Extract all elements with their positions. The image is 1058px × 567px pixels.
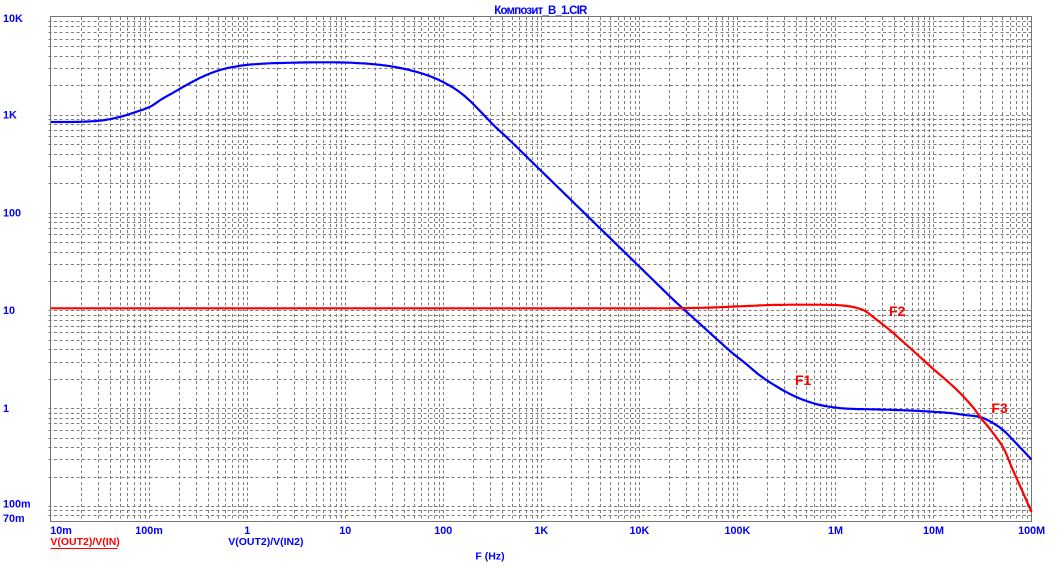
svg-text:100: 100 — [3, 207, 21, 219]
svg-text:Композит_В_1.CIR: Композит_В_1.CIR — [494, 5, 588, 17]
svg-text:10M: 10M — [923, 525, 944, 537]
svg-text:1: 1 — [3, 403, 9, 415]
svg-text:10K: 10K — [629, 525, 649, 537]
svg-text:10: 10 — [3, 305, 15, 317]
svg-text:70m: 70m — [3, 513, 25, 525]
svg-text:10m: 10m — [50, 525, 72, 537]
svg-text:10K: 10K — [3, 13, 23, 25]
svg-text:100M: 100M — [1018, 525, 1045, 537]
svg-text:100: 100 — [434, 525, 452, 537]
svg-text:100K: 100K — [724, 525, 750, 537]
svg-text:V(OUT2)/V(IN2): V(OUT2)/V(IN2) — [228, 536, 303, 548]
svg-text:V(OUT2)/V(IN): V(OUT2)/V(IN) — [50, 536, 119, 548]
svg-text:F1: F1 — [795, 372, 812, 388]
svg-text:1K: 1K — [534, 525, 548, 537]
svg-text:1: 1 — [244, 525, 250, 537]
svg-text:1M: 1M — [828, 525, 843, 537]
svg-text:F2: F2 — [889, 303, 906, 319]
svg-text:F3: F3 — [992, 400, 1009, 416]
svg-text:100m: 100m — [3, 499, 31, 511]
svg-text:1K: 1K — [3, 110, 17, 122]
svg-text:100m: 100m — [135, 525, 163, 537]
svg-text:F (Hz): F (Hz) — [475, 551, 504, 563]
svg-text:10: 10 — [339, 525, 351, 537]
